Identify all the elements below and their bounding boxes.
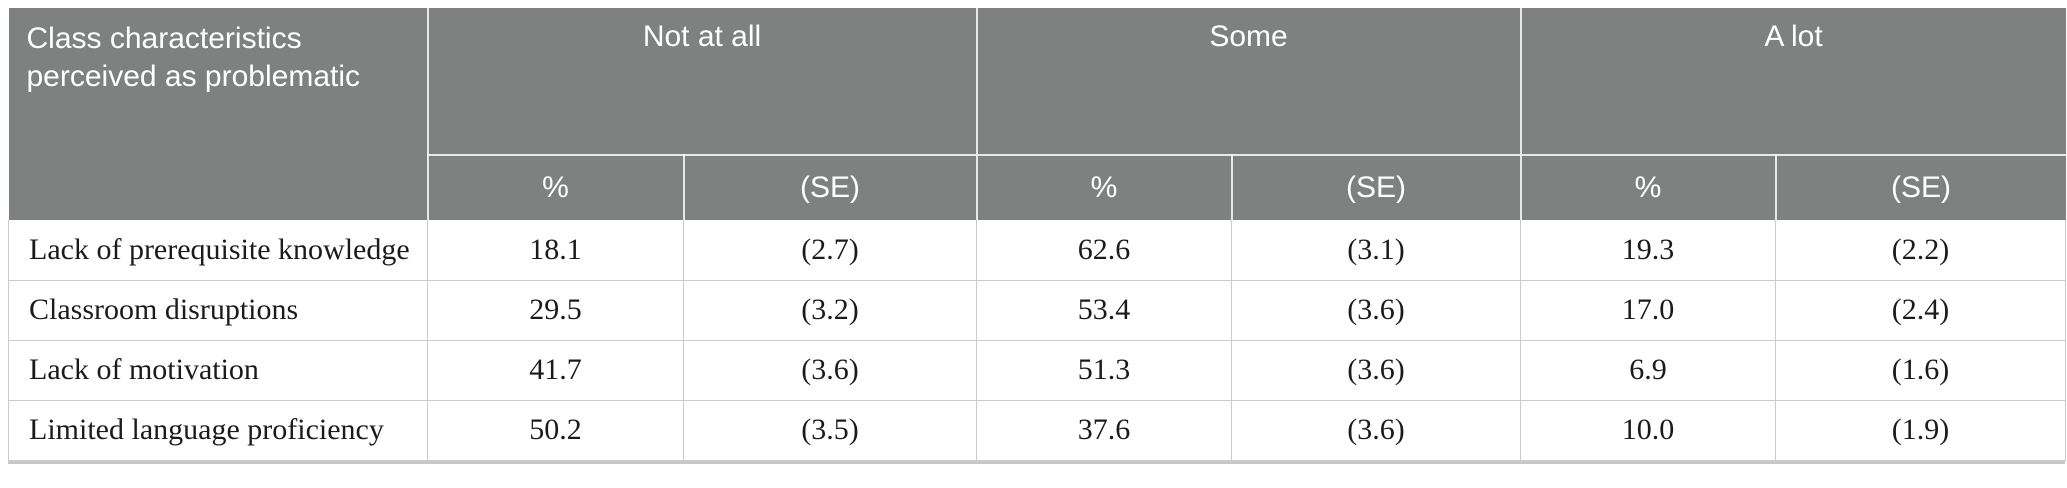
se-cell: (3.6) bbox=[1231, 280, 1522, 341]
row-label: Lack of prerequisite knowledge bbox=[8, 220, 428, 281]
table-row: Lack of prerequisite knowledge 18.1 (2.7… bbox=[8, 220, 2067, 281]
percent-cell: 51.3 bbox=[976, 340, 1233, 401]
se-cell: (2.2) bbox=[1775, 220, 2067, 281]
row-label: Limited language proficiency bbox=[8, 400, 428, 461]
subheader-percent: % bbox=[1519, 155, 1776, 220]
subheader-se: (SE) bbox=[682, 155, 977, 220]
percent-cell: 41.7 bbox=[427, 340, 684, 401]
row-label: Lack of motivation bbox=[8, 340, 428, 401]
header-group-row: Class characteristics perceived as probl… bbox=[8, 8, 2066, 220]
group-header-not-at-all: Not at all bbox=[426, 8, 977, 156]
se-cell: (2.4) bbox=[1775, 280, 2067, 341]
table-body: Lack of prerequisite knowledge 18.1 (2.7… bbox=[8, 220, 2067, 461]
row-header-title: Class characteristics perceived as probl… bbox=[8, 8, 429, 220]
group-header-a-lot: A lot bbox=[1519, 8, 2066, 156]
table-row: Lack of motivation 41.7 (3.6) 51.3 (3.6)… bbox=[8, 340, 2067, 401]
subheader-se: (SE) bbox=[1774, 155, 2066, 220]
se-cell: (3.5) bbox=[683, 400, 978, 461]
table-row: Limited language proficiency 50.2 (3.5) … bbox=[8, 400, 2067, 461]
subheader-percent: % bbox=[975, 155, 1232, 220]
se-cell: (2.7) bbox=[683, 220, 978, 281]
percent-cell: 53.4 bbox=[976, 280, 1233, 341]
percent-cell: 18.1 bbox=[427, 220, 684, 281]
se-cell: (3.6) bbox=[683, 340, 978, 401]
percent-cell: 29.5 bbox=[427, 280, 684, 341]
subheader-se: (SE) bbox=[1230, 155, 1521, 220]
percent-cell: 37.6 bbox=[976, 400, 1233, 461]
percent-cell: 50.2 bbox=[427, 400, 684, 461]
percent-cell: 17.0 bbox=[1520, 280, 1777, 341]
percent-cell: 6.9 bbox=[1520, 340, 1777, 401]
percent-cell: 10.0 bbox=[1520, 400, 1777, 461]
table-row: Classroom disruptions 29.5 (3.2) 53.4 (3… bbox=[8, 280, 2067, 341]
statistics-table-container: Class characteristics perceived as probl… bbox=[8, 8, 2067, 464]
percent-cell: 62.6 bbox=[976, 220, 1233, 281]
percent-cell: 19.3 bbox=[1520, 220, 1777, 281]
se-cell: (1.6) bbox=[1775, 340, 2067, 401]
se-cell: (3.2) bbox=[683, 280, 978, 341]
subheader-percent: % bbox=[426, 155, 684, 220]
se-cell: (3.6) bbox=[1231, 400, 1522, 461]
row-label: Classroom disruptions bbox=[8, 280, 428, 341]
header-sub-row: % (SE) % (SE) % (SE) bbox=[9, 155, 2066, 220]
se-cell: (1.9) bbox=[1775, 400, 2067, 461]
se-cell: (3.6) bbox=[1231, 340, 1522, 401]
table-header: Class characteristics perceived as probl… bbox=[8, 8, 2066, 220]
se-cell: (3.1) bbox=[1231, 220, 1522, 281]
class-characteristics-table: Class characteristics perceived as probl… bbox=[8, 8, 2067, 461]
group-header-some: Some bbox=[975, 8, 1521, 156]
